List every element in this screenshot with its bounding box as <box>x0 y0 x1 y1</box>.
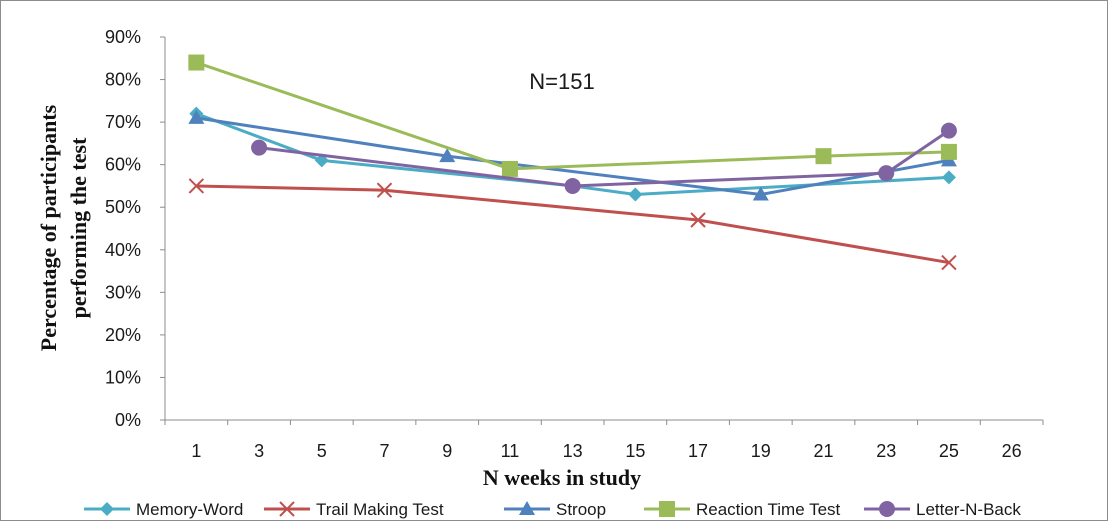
legend-label-memory-word: Memory-Word <box>136 500 243 519</box>
x-tick-label: 13 <box>563 441 583 461</box>
legend-marker-stroop <box>519 501 535 515</box>
x-tick-label: 7 <box>379 441 389 461</box>
x-tick-label: 3 <box>254 441 264 461</box>
data-point-reaction-time-test <box>188 54 205 71</box>
data-point-letter-n-back <box>251 139 268 156</box>
y-tick-label: 20% <box>105 325 141 345</box>
data-point-letter-n-back <box>878 165 895 182</box>
x-tick-label: 19 <box>751 441 771 461</box>
series-group <box>188 54 957 271</box>
x-tick-label: 15 <box>625 441 645 461</box>
data-point-trail-making-test <box>941 254 957 271</box>
legend-marker-trail-making-test <box>279 501 295 517</box>
data-point-letter-n-back <box>564 177 581 194</box>
legend-item-stroop: Stroop <box>504 500 606 519</box>
series-line-trail-making-test <box>196 184 950 265</box>
legend-label-trail-making-test: Trail Making Test <box>316 500 444 519</box>
legend-item-trail-making-test: Trail Making Test <box>264 500 444 519</box>
series-line-reaction-time-test <box>195 61 949 171</box>
series-letter-n-back <box>251 122 957 194</box>
series-trail-making-test <box>188 178 957 271</box>
data-point-letter-n-back <box>940 122 957 139</box>
legend-label-letter-n-back: Letter-N-Back <box>916 500 1021 519</box>
y-axis-title: Percentage of participants performing th… <box>36 104 91 351</box>
y-tick-label: 60% <box>105 155 141 175</box>
sample-size-annotation: N=151 <box>529 69 594 94</box>
y-tick-label: 80% <box>105 70 141 90</box>
x-tick-label: 1 <box>191 441 201 461</box>
legend-item-reaction-time-test: Reaction Time Test <box>644 500 841 519</box>
y-axis-title-line-1: Percentage of participants <box>36 104 61 351</box>
data-point-stroop <box>188 109 205 124</box>
y-tick-label: 10% <box>105 367 141 387</box>
series-reaction-time-test <box>188 54 957 177</box>
data-point-memory-word <box>628 187 643 202</box>
series-line-letter-n-back <box>258 129 950 188</box>
data-point-memory-word <box>941 170 956 185</box>
x-tick-label: 21 <box>813 441 833 461</box>
data-point-stroop <box>439 148 456 163</box>
legend-item-memory-word: Memory-Word <box>84 500 243 519</box>
y-tick-label: 50% <box>105 197 141 217</box>
x-tick-labels: 1 3 5 7 9 11 13 15 17 19 21 23 25 26 <box>191 441 1021 461</box>
x-tick-label: 9 <box>442 441 452 461</box>
x-tick-label: 11 <box>501 441 520 461</box>
y-axis-title-line-2: performing the test <box>66 137 91 319</box>
y-tick-label: 70% <box>105 112 141 132</box>
x-tick-label: 5 <box>317 441 327 461</box>
data-point-trail-making-test <box>376 182 393 198</box>
data-point-reaction-time-test <box>940 143 957 160</box>
y-tick-label: 0% <box>115 410 141 430</box>
legend-label-reaction-time-test: Reaction Time Test <box>696 500 841 519</box>
x-tick-label: 25 <box>939 441 959 461</box>
legend-marker-letter-n-back <box>879 501 895 517</box>
x-tick-label: 23 <box>876 441 896 461</box>
x-axis-title: N weeks in study <box>483 465 641 490</box>
legend-item-letter-n-back: Letter-N-Back <box>864 500 1021 519</box>
data-point-reaction-time-test <box>501 160 518 177</box>
series-line-stroop <box>196 116 950 196</box>
legend: Memory-Word Trail Making Test Stroop Reacti… <box>84 500 1021 519</box>
data-point-trail-making-test <box>188 178 205 194</box>
data-point-stroop <box>752 186 769 201</box>
legend-marker-memory-word <box>100 502 114 516</box>
data-point-trail-making-test <box>690 212 706 228</box>
x-tick-label: 17 <box>688 441 708 461</box>
axes <box>160 36 1044 425</box>
y-tick-label: 30% <box>105 282 141 302</box>
x-tick-label: 26 <box>1002 441 1022 461</box>
y-tick-labels: 0% 10% 20% 30% 40% 50% 60% 70% 80% 90% <box>105 27 141 430</box>
y-tick-label: 40% <box>105 240 141 260</box>
y-tick-label: 90% <box>105 27 141 47</box>
legend-marker-reaction-time-test <box>659 501 675 517</box>
data-point-reaction-time-test <box>815 148 832 165</box>
legend-label-stroop: Stroop <box>556 500 606 519</box>
